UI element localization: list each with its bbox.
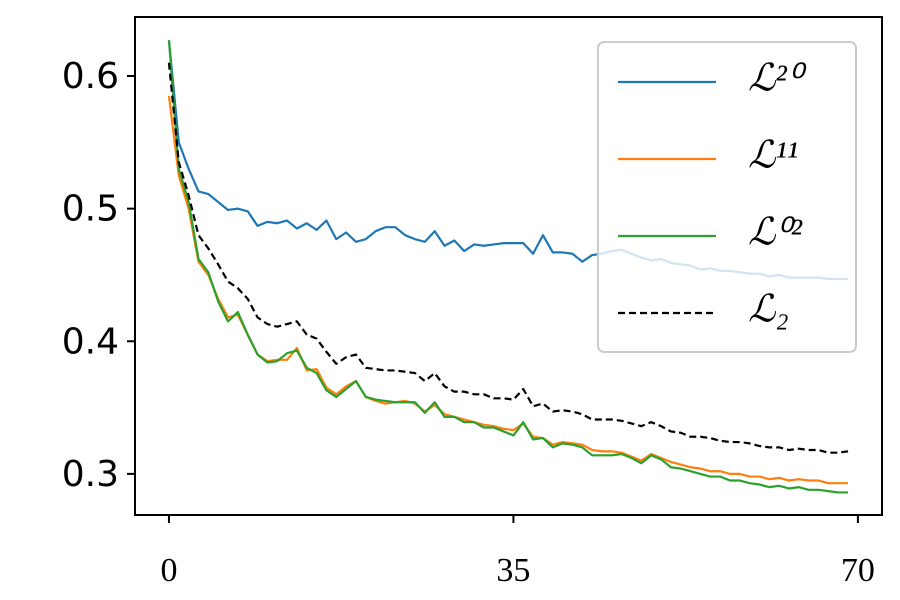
legend-label: ℒ¹¹ (748, 135, 798, 177)
legend-label: ℒ₂ (748, 289, 789, 331)
x-tick-label: 35 (496, 552, 530, 589)
series-line (167, 62, 849, 454)
legend-box (597, 41, 857, 353)
legend-label: ℒ²⁰ (748, 58, 807, 100)
y-tick-label: 0.4 (62, 321, 119, 362)
x-tick-label: 0 (160, 552, 177, 589)
y-tick-label: 0.3 (62, 454, 119, 495)
series-line (167, 95, 849, 485)
x-tick-label: 70 (841, 552, 875, 589)
y-tick-label: 0.6 (62, 56, 119, 97)
legend-label: ℒ⁰² (748, 212, 803, 254)
series-line (167, 40, 849, 494)
legend: ℒ²⁰ ℒ¹¹ ℒ⁰² ℒ₂ (597, 41, 857, 353)
plot-frame (134, 16, 883, 516)
y-tick-label: 0.5 (62, 189, 119, 230)
